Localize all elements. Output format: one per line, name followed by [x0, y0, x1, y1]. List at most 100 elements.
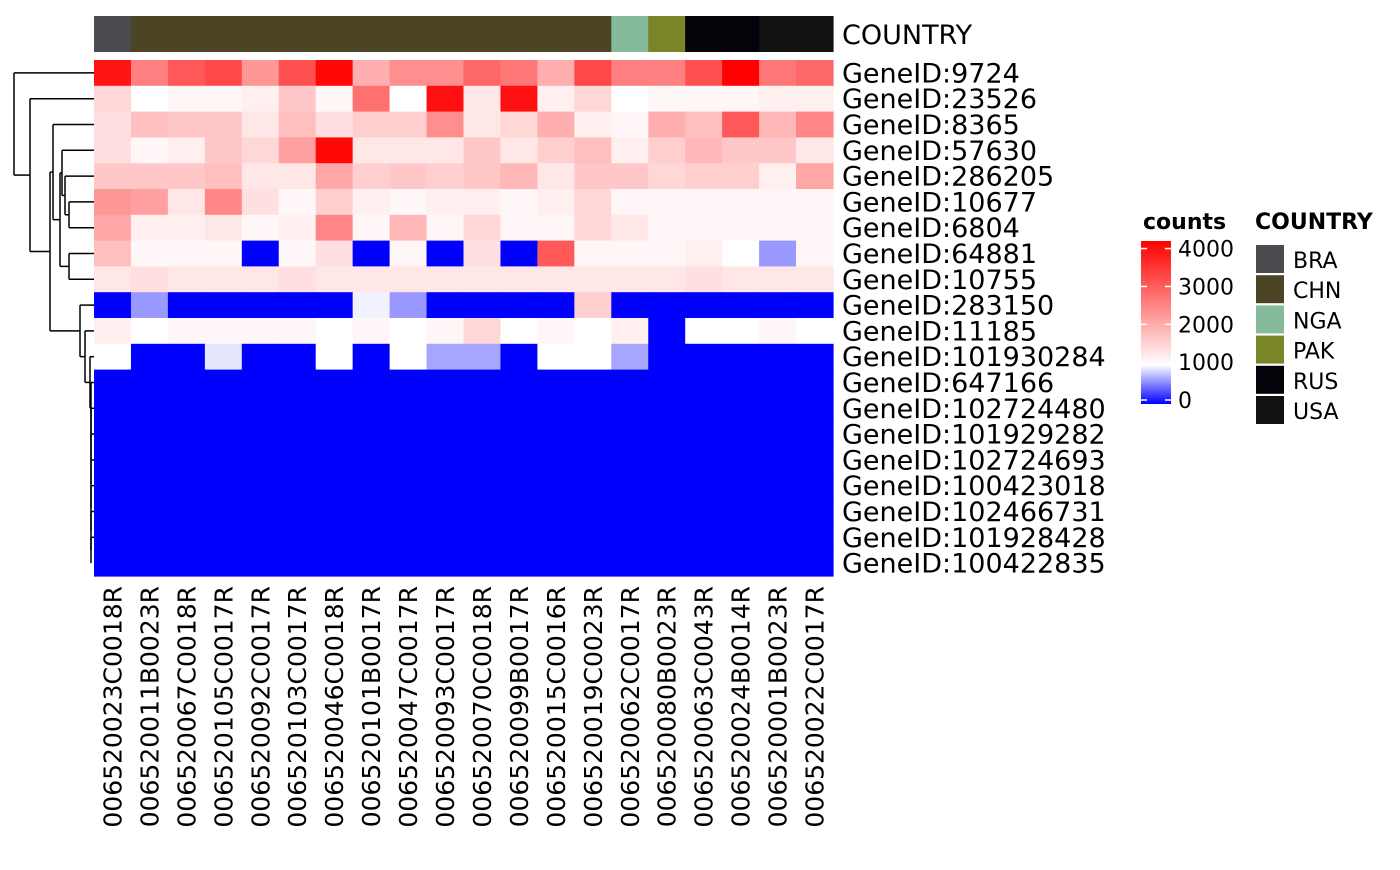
- heatmap-cell: [241, 550, 280, 577]
- heatmap-cell: [130, 85, 169, 113]
- country-swatch: [1256, 396, 1284, 424]
- heatmap-cell: [463, 214, 502, 242]
- heatmap-cell: [278, 369, 317, 396]
- heatmap-cell: [685, 163, 723, 190]
- heatmap-cell: [315, 137, 354, 164]
- heatmap-cell: [167, 266, 206, 293]
- heatmap-cell: [352, 498, 391, 525]
- column-label: 006520101B0017R: [357, 586, 386, 827]
- column-label: 006520062C0017R: [616, 586, 645, 828]
- heatmap-cell: [315, 163, 354, 190]
- heatmap-cell: [537, 318, 575, 345]
- heatmap-cell: [648, 524, 686, 551]
- heatmap-cell: [722, 395, 760, 422]
- heatmap-cell: [315, 421, 354, 448]
- heatmap-cell: [574, 524, 612, 551]
- heatmap-cell: [500, 498, 538, 525]
- column-label: 006520024B0014R: [727, 586, 756, 827]
- row-label: GeneID:283150: [842, 291, 1054, 322]
- heatmap-cell: [759, 369, 797, 396]
- heatmap-cell: [611, 60, 649, 87]
- heatmap-cell: [130, 550, 169, 577]
- heatmap-cell: [722, 111, 760, 138]
- heatmap-cell: [500, 60, 538, 87]
- heatmap-cell: [204, 240, 243, 267]
- row-label: GeneID:10677: [842, 187, 1037, 218]
- heatmap-cell: [611, 472, 649, 500]
- row-label: GeneID:9724: [842, 58, 1020, 89]
- row-label: GeneID:101929282: [842, 420, 1106, 451]
- heatmap-cell: [315, 498, 354, 525]
- heatmap-cell: [352, 447, 391, 474]
- heatmap-cell: [278, 214, 317, 242]
- heatmap-cell: [611, 240, 649, 267]
- heatmap-cell: [796, 266, 834, 293]
- heatmap-cell: [315, 292, 354, 319]
- country-legend-label: BRA: [1293, 249, 1338, 274]
- heatmap-cell: [574, 163, 612, 190]
- heatmap-cell: [426, 318, 465, 345]
- heatmap-cell: [463, 472, 502, 500]
- heatmap-cell: [796, 395, 834, 422]
- heatmap-cell: [611, 421, 649, 448]
- heatmap-cell: [426, 550, 465, 577]
- heatmap-cell: [94, 395, 132, 422]
- heatmap-cell: [130, 524, 169, 551]
- heatmap-cell: [352, 111, 391, 138]
- heatmap-cell: [241, 292, 280, 319]
- heatmap-cell: [574, 369, 612, 396]
- heatmap-cell: [130, 240, 169, 267]
- column-label: 006520070C0018R: [468, 586, 497, 828]
- heatmap-cell: [241, 318, 280, 345]
- counts-tick-label: 4000: [1178, 238, 1234, 263]
- heatmap-cell: [94, 524, 132, 551]
- row-label: GeneID:6804: [842, 213, 1020, 244]
- row-label: GeneID:286205: [842, 162, 1054, 193]
- heatmap-cell: [685, 318, 723, 345]
- heatmap-cell: [426, 266, 465, 293]
- heatmap-cell: [537, 343, 575, 371]
- heatmap-cell: [463, 240, 502, 267]
- heatmap-cell: [574, 214, 612, 242]
- heatmap-cell: [500, 85, 538, 113]
- heatmap-cell: [648, 318, 686, 345]
- heatmap-cell: [574, 498, 612, 525]
- heatmap-cell: [611, 447, 649, 474]
- heatmap-cell: [94, 266, 132, 293]
- heatmap-cell: [167, 214, 206, 242]
- heatmap-cell: [426, 214, 465, 242]
- heatmap-cell: [204, 421, 243, 448]
- heatmap-cell: [648, 214, 686, 242]
- row-label: GeneID:102724693: [842, 445, 1106, 476]
- heatmap-cell: [796, 240, 834, 267]
- column-label: 006520001B0023R: [764, 586, 793, 827]
- row-label: GeneID:101928428: [842, 523, 1106, 554]
- heatmap-cell: [796, 318, 834, 345]
- heatmap-cell: [241, 214, 280, 242]
- annotation-cell: [574, 16, 612, 52]
- heatmap-cell: [537, 85, 575, 113]
- heatmap-cell: [500, 240, 538, 267]
- heatmap-cell: [537, 421, 575, 448]
- heatmap-cell: [611, 163, 649, 190]
- annotation-cell: [500, 16, 538, 52]
- heatmap-cell: [204, 214, 243, 242]
- heatmap-cell: [648, 60, 686, 87]
- heatmap-cell: [389, 292, 428, 319]
- heatmap-cell: [722, 85, 760, 113]
- heatmap-cell: [537, 550, 575, 577]
- column-label: 006520080B0023R: [653, 586, 682, 827]
- heatmap-cell: [574, 60, 612, 87]
- heatmap-cell: [167, 447, 206, 474]
- heatmap-cell: [204, 447, 243, 474]
- heatmap-cell: [537, 472, 575, 500]
- heatmap-cell: [537, 447, 575, 474]
- annotation-cell: [426, 16, 465, 52]
- heatmap-cell: [611, 395, 649, 422]
- heatmap-cell: [685, 137, 723, 164]
- heatmap-cell: [648, 240, 686, 267]
- row-label: GeneID:23526: [842, 84, 1037, 115]
- heatmap-cell: [648, 498, 686, 525]
- heatmap-cell: [500, 266, 538, 293]
- country-swatch: [1256, 275, 1284, 304]
